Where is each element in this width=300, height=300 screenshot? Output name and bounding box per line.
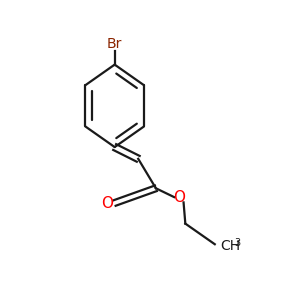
Text: O: O [173, 190, 185, 205]
Text: O: O [101, 196, 113, 211]
Text: Br: Br [107, 37, 122, 51]
Text: CH: CH [221, 239, 241, 253]
Text: 3: 3 [235, 238, 241, 248]
